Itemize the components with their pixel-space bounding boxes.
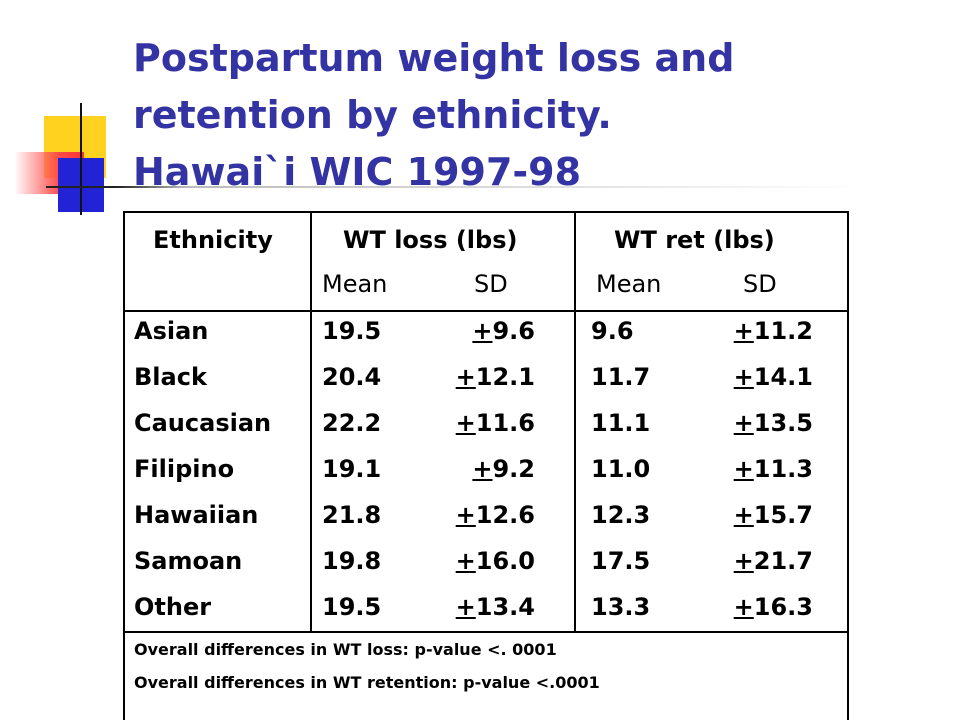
ret-mean-cell: 11.1 bbox=[591, 409, 651, 437]
footnote-wt-loss: Overall differences in WT loss: p-value … bbox=[134, 640, 557, 659]
plus-minus-sign: + bbox=[455, 547, 476, 575]
plus-minus-sign: + bbox=[733, 409, 754, 437]
header-loss-mean: Mean bbox=[322, 270, 388, 298]
plus-minus-sign: + bbox=[472, 317, 493, 345]
loss-sd-column: +9.6 +12.1 +11.6 +9.2 +12.6 +16.0 +13.4 bbox=[423, 308, 535, 630]
ethnicity-cell: Samoan bbox=[134, 547, 243, 575]
slide-title-line-2: retention by ethnicity. bbox=[133, 93, 612, 137]
loss-sd-cell: +9.6 bbox=[472, 317, 535, 345]
loss-sd-cell: +16.0 bbox=[455, 547, 535, 575]
loss-mean-column: 19.5 20.4 22.2 19.1 21.8 19.8 19.5 bbox=[322, 308, 381, 630]
column-divider-2 bbox=[574, 211, 576, 632]
ethnicity-cell: Hawaiian bbox=[134, 501, 259, 529]
ret-sd-cell: +11.3 bbox=[733, 455, 813, 483]
ret-sd-cell: +11.2 bbox=[733, 317, 813, 345]
ethnicity-cell: Other bbox=[134, 593, 212, 621]
header-ret-mean: Mean bbox=[596, 270, 662, 298]
table-border-left bbox=[123, 211, 125, 720]
ethnicity-cell: Caucasian bbox=[134, 409, 272, 437]
ret-mean-cell: 11.0 bbox=[591, 455, 651, 483]
weight-table: Ethnicity WT loss (lbs) Mean SD WT ret (… bbox=[123, 211, 849, 720]
footnote-wt-retention: Overall differences in WT retention: p-v… bbox=[134, 673, 600, 692]
ethnicity-column: Asian Black Caucasian Filipino Hawaiian … bbox=[134, 308, 271, 630]
ret-mean-cell: 12.3 bbox=[591, 501, 651, 529]
column-divider-1 bbox=[310, 211, 312, 632]
loss-sd-cell: +12.1 bbox=[455, 363, 535, 391]
header-ret-sd: SD bbox=[743, 270, 777, 298]
ret-sd-cell: +21.7 bbox=[733, 547, 813, 575]
ret-mean-column: 9.6 11.7 11.1 11.0 12.3 17.5 13.3 bbox=[591, 308, 650, 630]
decorative-vertical-line bbox=[80, 103, 82, 215]
ret-mean-cell: 17.5 bbox=[591, 547, 651, 575]
plus-minus-sign: + bbox=[455, 501, 476, 529]
ethnicity-cell: Asian bbox=[134, 317, 209, 345]
loss-mean-cell: 19.1 bbox=[322, 455, 382, 483]
plus-minus-sign: + bbox=[455, 593, 476, 621]
ret-mean-cell: 9.6 bbox=[591, 317, 634, 345]
header-rule bbox=[123, 310, 849, 312]
slide-title: Postpartum weight loss and retention by … bbox=[133, 30, 933, 201]
table-border-right bbox=[847, 211, 849, 720]
plus-minus-sign: + bbox=[733, 455, 754, 483]
plus-minus-sign: + bbox=[733, 593, 754, 621]
ethnicity-cell: Filipino bbox=[134, 455, 235, 483]
title-divider-line bbox=[46, 186, 866, 188]
ret-sd-cell: +14.1 bbox=[733, 363, 813, 391]
loss-mean-cell: 21.8 bbox=[322, 501, 382, 529]
loss-mean-cell: 19.8 bbox=[322, 547, 382, 575]
table-border-top bbox=[123, 211, 849, 213]
ret-mean-cell: 13.3 bbox=[591, 593, 651, 621]
ret-sd-cell: +15.7 bbox=[733, 501, 813, 529]
loss-mean-cell: 20.4 bbox=[322, 363, 382, 391]
ret-sd-cell: +16.3 bbox=[733, 593, 813, 621]
header-wt-loss: WT loss (lbs) bbox=[343, 226, 518, 254]
ret-sd-column: +11.2 +14.1 +13.5 +11.3 +15.7 +21.7 +16.… bbox=[693, 308, 813, 630]
header-wt-ret: WT ret (lbs) bbox=[614, 226, 775, 254]
ret-mean-cell: 11.7 bbox=[591, 363, 651, 391]
plus-minus-sign: + bbox=[733, 501, 754, 529]
loss-mean-cell: 19.5 bbox=[322, 317, 382, 345]
loss-sd-cell: +12.6 bbox=[455, 501, 535, 529]
loss-sd-cell: +13.4 bbox=[455, 593, 535, 621]
loss-sd-cell: +9.2 bbox=[472, 455, 535, 483]
footer-rule bbox=[123, 631, 849, 633]
slide-title-line-1: Postpartum weight loss and bbox=[133, 36, 735, 80]
header-loss-sd: SD bbox=[474, 270, 508, 298]
loss-sd-cell: +11.6 bbox=[455, 409, 535, 437]
slide-title-line-3: Hawai`i WIC 1997-98 bbox=[133, 150, 582, 194]
plus-minus-sign: + bbox=[472, 455, 493, 483]
header-ethnicity: Ethnicity bbox=[153, 226, 273, 254]
loss-mean-cell: 22.2 bbox=[322, 409, 382, 437]
ethnicity-cell: Black bbox=[134, 363, 207, 391]
plus-minus-sign: + bbox=[455, 363, 476, 391]
plus-minus-sign: + bbox=[733, 363, 754, 391]
plus-minus-sign: + bbox=[455, 409, 476, 437]
plus-minus-sign: + bbox=[733, 317, 754, 345]
ret-sd-cell: +13.5 bbox=[733, 409, 813, 437]
loss-mean-cell: 19.5 bbox=[322, 593, 382, 621]
plus-minus-sign: + bbox=[733, 547, 754, 575]
